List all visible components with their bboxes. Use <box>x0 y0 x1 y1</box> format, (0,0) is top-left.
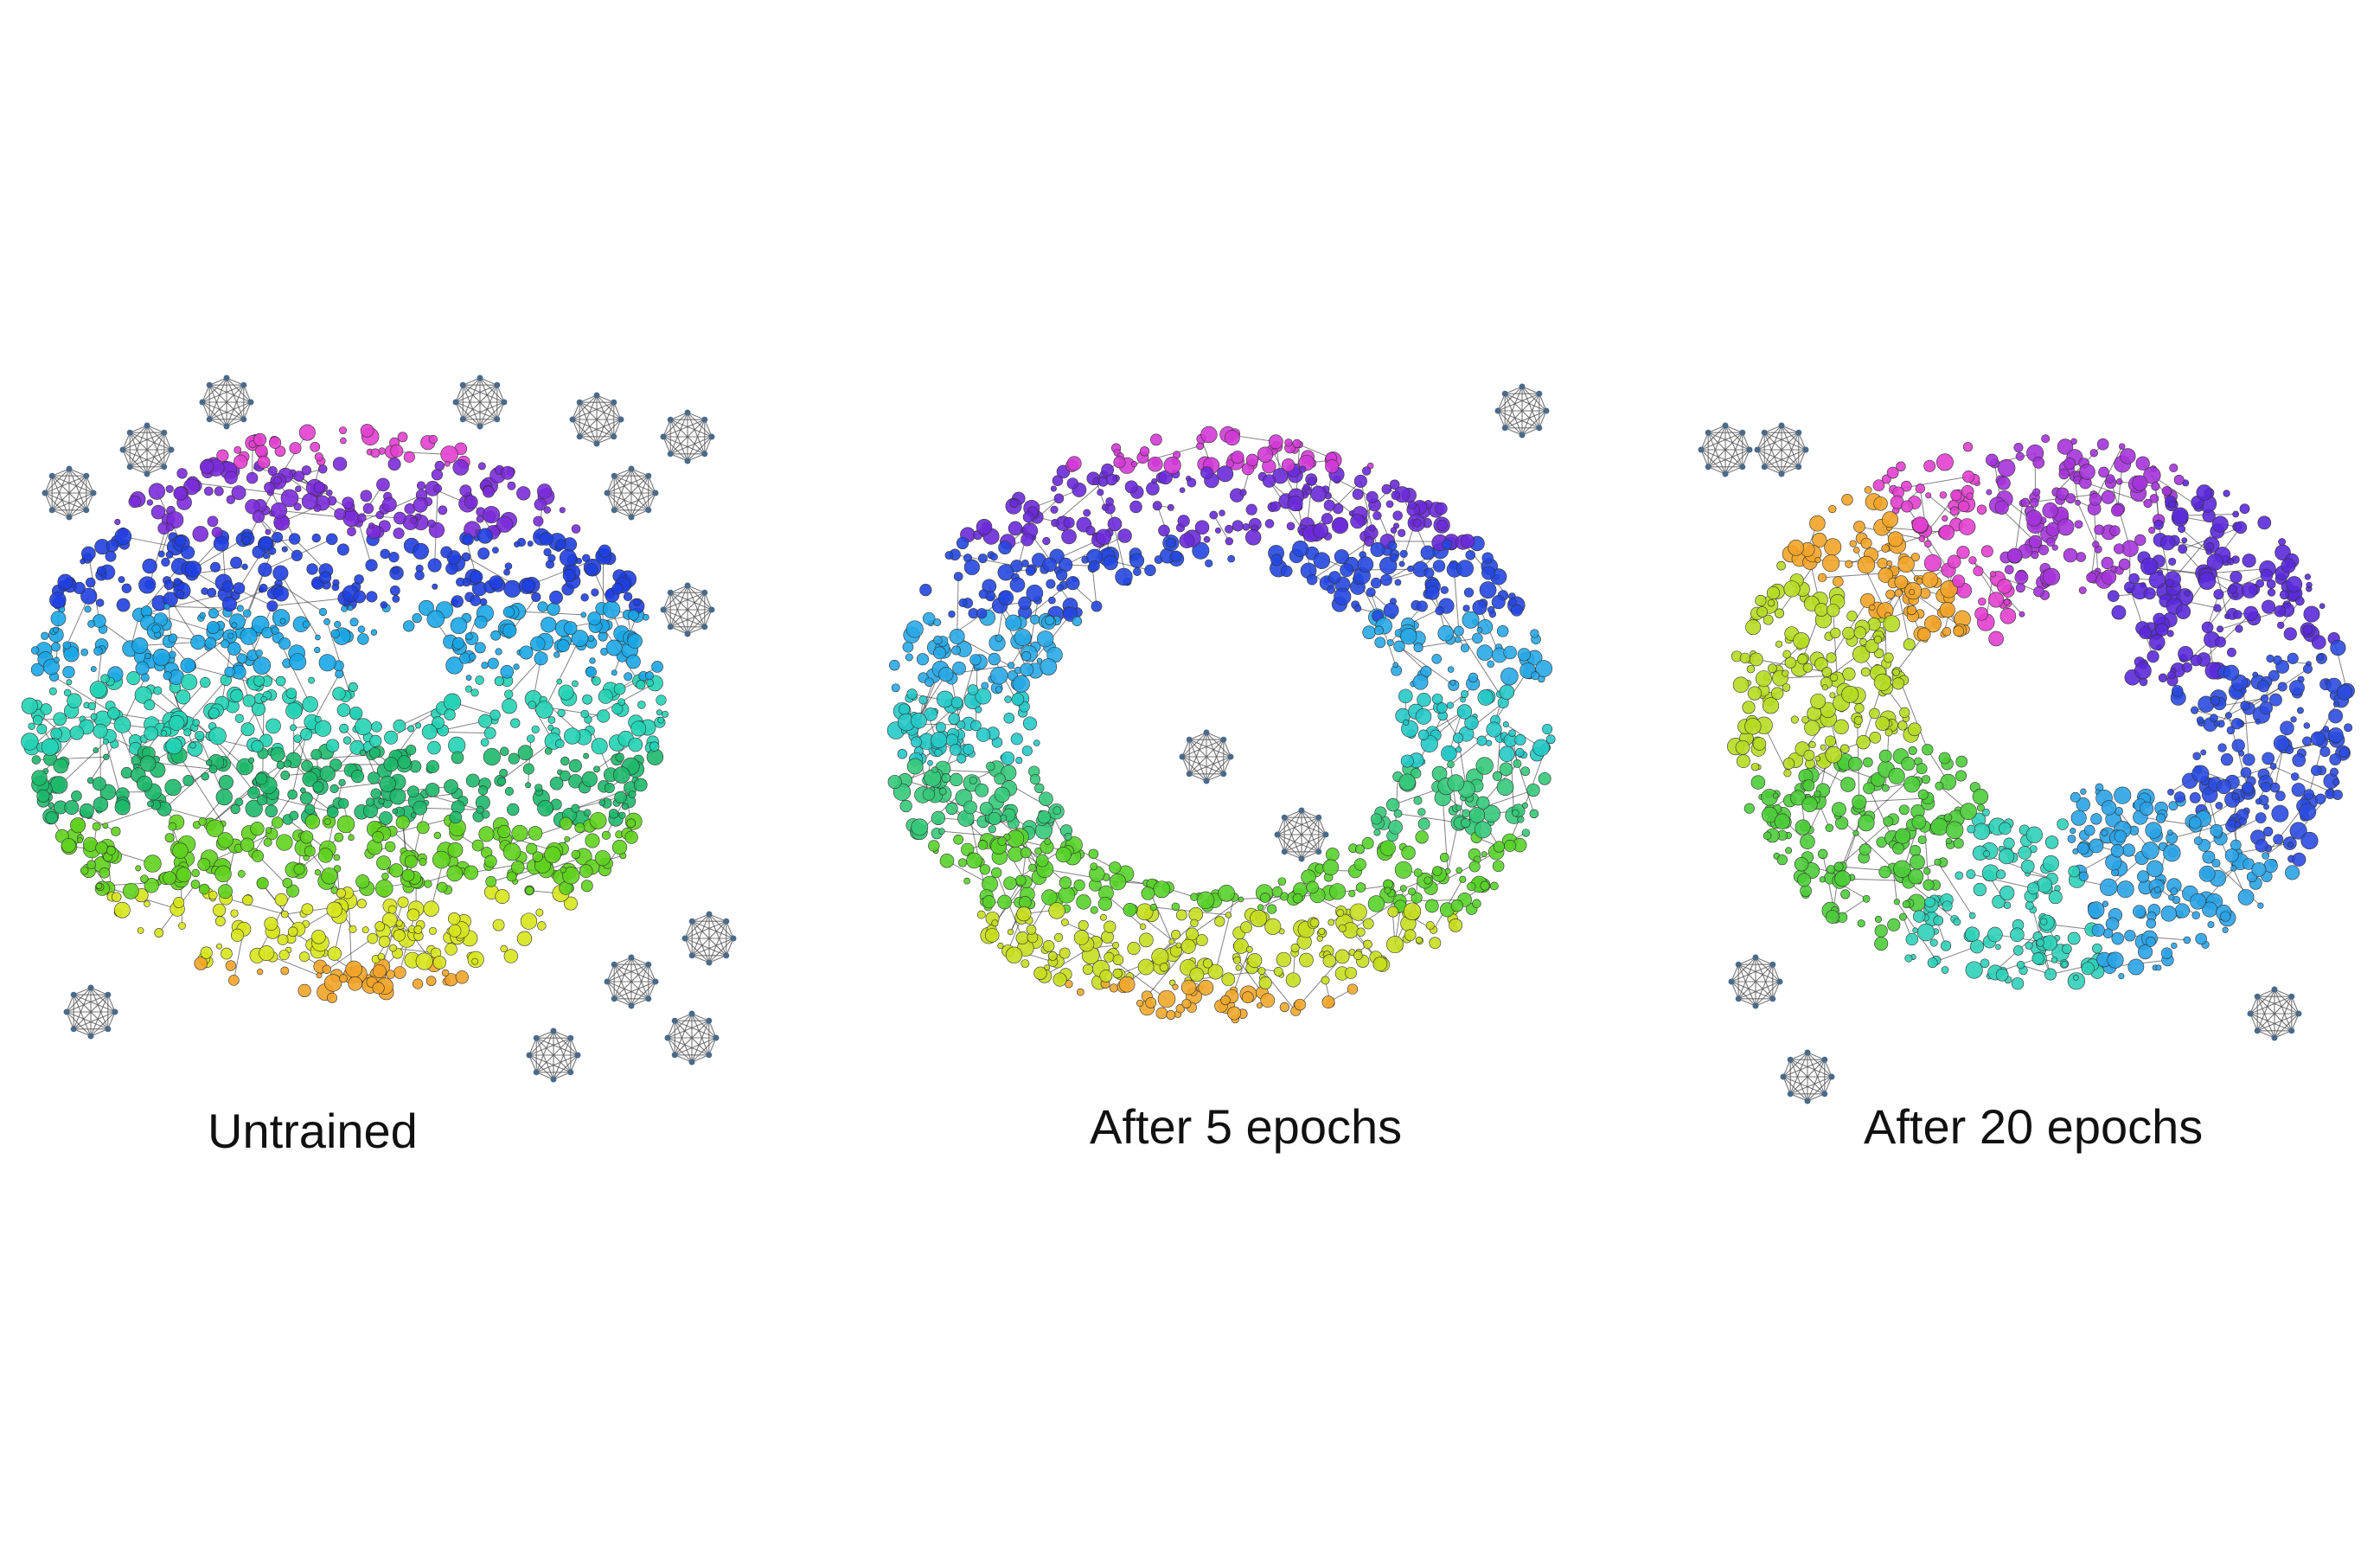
caption-after-5-epochs: After 5 epochs <box>1090 1099 1403 1154</box>
nodes <box>886 426 1556 1024</box>
caption-after-20-epochs: After 20 epochs <box>1864 1099 2204 1154</box>
small-subgraph <box>1179 729 1234 784</box>
small-subgraph <box>1780 1049 1835 1104</box>
small-subgraph <box>681 911 737 966</box>
small-subgraph <box>42 465 97 521</box>
panel-after-5-epochs <box>804 363 1617 1072</box>
small-subgraph <box>1754 422 1809 477</box>
small-subgraph <box>452 374 508 430</box>
nodes <box>21 424 669 1003</box>
small-subgraph <box>604 465 659 521</box>
small-subgraph <box>664 1010 720 1066</box>
small-subgraph <box>1698 422 1753 477</box>
small-subgraph <box>2247 986 2302 1041</box>
small-subgraph <box>526 1027 581 1083</box>
network-graph-after-5-epochs <box>886 383 1556 1024</box>
network-graph-untrained <box>21 374 737 1083</box>
small-subgraph <box>660 409 715 464</box>
small-subgraph <box>119 422 175 477</box>
small-subgraph <box>1494 383 1550 438</box>
small-subgraph <box>604 954 659 1009</box>
small-subgraph <box>1728 954 1783 1009</box>
network-graph-after-20-epochs <box>1698 422 2355 1104</box>
small-subgraph <box>199 374 254 430</box>
small-subgraph <box>569 392 624 447</box>
nodes <box>1727 434 2355 990</box>
small-subgraph <box>63 984 118 1040</box>
panel-untrained <box>0 363 778 1083</box>
small-subgraph <box>1274 807 1329 862</box>
panel-after-20-epochs <box>1678 363 2380 1104</box>
caption-untrained: Untrained <box>208 1104 418 1158</box>
small-subgraph <box>660 582 715 637</box>
